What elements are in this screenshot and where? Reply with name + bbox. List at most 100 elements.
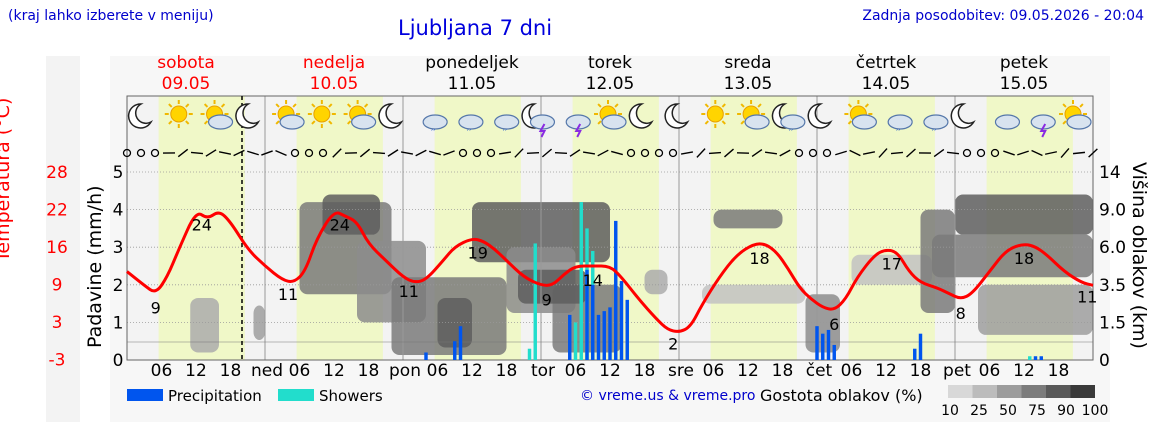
cloud-shape bbox=[1066, 114, 1092, 130]
wind-calm-marker bbox=[962, 148, 972, 158]
x-tick: 18 bbox=[772, 361, 794, 381]
wind-barb bbox=[890, 151, 904, 155]
wind-barb bbox=[1060, 148, 1070, 158]
partly-icon bbox=[594, 100, 627, 130]
wind-barb bbox=[1072, 151, 1086, 155]
moon-icon bbox=[950, 103, 976, 129]
precip-bar bbox=[424, 352, 428, 360]
precip-bar bbox=[614, 220, 618, 360]
temperature-label: 2 bbox=[668, 335, 678, 354]
day-date: 09.05 bbox=[162, 74, 211, 94]
cloud-height-tick: 1.5 bbox=[1099, 313, 1126, 333]
cloud-shape bbox=[780, 114, 806, 130]
cloud-density-tick: 25 bbox=[970, 403, 988, 419]
sun-ray bbox=[275, 120, 280, 125]
x-tick: 18 bbox=[220, 361, 242, 381]
temperature-tick: -3 bbox=[49, 351, 66, 371]
cloud-height-tick: 0 bbox=[1099, 351, 1110, 371]
wind-barb bbox=[332, 148, 342, 158]
wind-barb bbox=[541, 148, 553, 158]
wind-calm-marker bbox=[822, 148, 832, 158]
wind-calm-marker bbox=[976, 148, 986, 158]
sun-ray bbox=[721, 103, 726, 108]
cloud-density-tick: 10 bbox=[941, 403, 959, 419]
wind-barb bbox=[1031, 149, 1043, 157]
cloud-density-swatch bbox=[997, 385, 1022, 398]
location-hint[interactable]: (kraj lahko izberete v meniju) bbox=[8, 8, 214, 24]
wind-barb bbox=[597, 149, 609, 157]
moon-shape bbox=[807, 103, 833, 129]
precipitation-tick: 4 bbox=[113, 201, 124, 221]
partly-icon bbox=[1059, 100, 1092, 130]
wind-calm-marker bbox=[472, 148, 482, 158]
precip-bar bbox=[913, 348, 917, 360]
partly-icon bbox=[737, 100, 770, 130]
sun-ray bbox=[597, 103, 602, 108]
cloud-density-swatch bbox=[1046, 385, 1071, 398]
lightning-bolt bbox=[538, 123, 547, 138]
lightning-bolt bbox=[574, 123, 582, 138]
wind-calm-marker bbox=[304, 148, 314, 158]
sun-ray bbox=[168, 103, 173, 108]
wind-calm-marker bbox=[136, 148, 146, 158]
sun-ray bbox=[864, 103, 869, 108]
precipitation-tick: 5 bbox=[113, 163, 124, 183]
sun-ray bbox=[363, 103, 369, 108]
sun-ray bbox=[275, 103, 280, 108]
precip-bar bbox=[1039, 356, 1043, 360]
day-date: 11.05 bbox=[448, 74, 497, 94]
cloud-shape bbox=[422, 114, 448, 130]
precip-bar bbox=[815, 326, 819, 360]
x-tick: 12 bbox=[599, 361, 621, 381]
x-tick: 06 bbox=[841, 361, 863, 381]
sun-shape bbox=[313, 105, 331, 123]
sun-ray bbox=[1062, 103, 1067, 108]
wind-barb bbox=[696, 148, 706, 158]
precipitation-tick: 1 bbox=[113, 313, 124, 333]
x-tick: 12 bbox=[323, 361, 345, 381]
x-tick: 12 bbox=[185, 361, 207, 381]
wind-barb bbox=[779, 149, 791, 157]
x-tick: 12 bbox=[1013, 361, 1035, 381]
cloud-shape bbox=[744, 114, 770, 130]
cloud-shape bbox=[207, 114, 234, 130]
sun-ray bbox=[220, 103, 226, 108]
wind-barb bbox=[751, 148, 763, 158]
precip-bar bbox=[826, 329, 831, 360]
cloud-height-tick: 3.5 bbox=[1099, 276, 1126, 296]
storm-icon bbox=[565, 114, 591, 138]
sun-ray bbox=[328, 120, 333, 125]
temperature-label: 11 bbox=[278, 285, 298, 304]
x-tick: pet bbox=[943, 361, 971, 381]
day-name: petek bbox=[1000, 53, 1048, 73]
shower-bar bbox=[579, 202, 583, 360]
cloud-density-swatch bbox=[1070, 385, 1095, 398]
sun-ray bbox=[847, 120, 853, 125]
left-panel bbox=[46, 56, 80, 422]
precipitation-legend-label: Precipitation bbox=[168, 387, 262, 405]
sun-ray bbox=[704, 103, 709, 108]
x-tick: čet bbox=[806, 361, 833, 381]
sun-ray bbox=[311, 103, 316, 108]
temperature-label: 11 bbox=[1077, 288, 1097, 307]
wind-barb bbox=[400, 151, 414, 155]
rain-icon: ′′ bbox=[422, 114, 448, 139]
temperature-label: 24 bbox=[192, 216, 212, 235]
sun-ray bbox=[347, 120, 352, 125]
cloud-region bbox=[932, 234, 1093, 278]
wind-barb bbox=[611, 150, 623, 156]
wind-barb bbox=[443, 150, 455, 156]
cloud-height-tick: 14 bbox=[1099, 163, 1121, 183]
precip-bar bbox=[918, 333, 923, 360]
sun-ray bbox=[740, 120, 745, 125]
x-tick: sre bbox=[668, 361, 694, 381]
wind-barb bbox=[835, 150, 847, 156]
cloud-icon bbox=[994, 114, 1021, 130]
credit-link[interactable]: © vreme.us & vreme.pro bbox=[580, 388, 756, 404]
cloud-shape bbox=[351, 114, 377, 130]
wind-calm-marker bbox=[808, 148, 818, 158]
moon-shape bbox=[664, 103, 690, 129]
precip-bar bbox=[832, 344, 836, 360]
x-tick: 12 bbox=[875, 361, 897, 381]
cloud-region bbox=[322, 194, 380, 235]
